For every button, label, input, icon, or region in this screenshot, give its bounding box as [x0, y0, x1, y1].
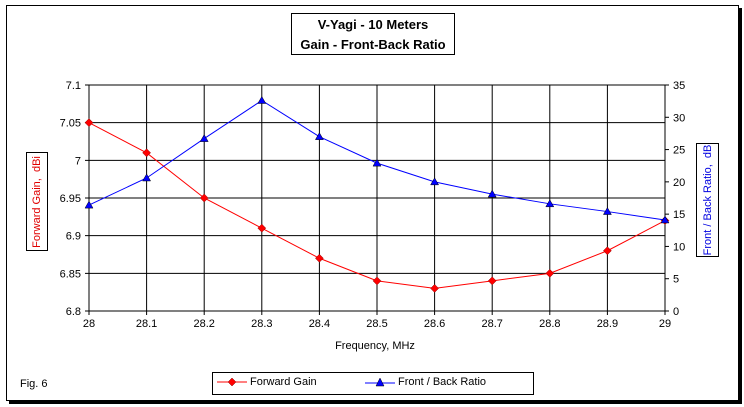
- data-point-forward-gain: [315, 253, 324, 263]
- data-point-front-back-ratio: [430, 177, 440, 186]
- y-tick-label-left: 7.1: [66, 80, 81, 92]
- y-tick-label-left: 6.9: [66, 231, 81, 243]
- x-tick-label: 28: [83, 318, 95, 330]
- x-tick-label: 28.7: [481, 318, 502, 330]
- x-tick-label: 28.6: [424, 318, 445, 330]
- y-tick-label-left: 7: [75, 155, 81, 167]
- y-tick-label-right: 0: [673, 306, 679, 318]
- y-tick-label-left: 6.95: [60, 193, 81, 205]
- data-point-forward-gain: [84, 118, 94, 128]
- x-tick-label: 28.4: [309, 318, 330, 330]
- y-tick-label-right: 15: [673, 209, 685, 221]
- data-point-forward-gain: [545, 268, 555, 278]
- data-point-forward-gain: [199, 193, 209, 203]
- data-point-front-back-ratio: [602, 207, 612, 215]
- y-tick-label-right: 5: [673, 274, 679, 286]
- data-point-front-back-ratio: [487, 189, 497, 198]
- y-tick-label-left: 6.85: [60, 268, 81, 280]
- legend-item-front-back-ratio: Front / Back Ratio: [365, 376, 486, 388]
- x-tick-label: 29: [659, 318, 671, 330]
- legend-marker-triangle-icon: [365, 377, 395, 387]
- y-tick-label-right: 10: [673, 241, 685, 253]
- data-point-front-back-ratio: [142, 173, 152, 182]
- y-tick-label-right: 30: [673, 112, 685, 124]
- y-axis-label-left: Forward Gain, dBi: [26, 152, 48, 251]
- data-point-front-back-ratio: [84, 200, 94, 209]
- x-tick-label: 28.9: [597, 318, 618, 330]
- data-point-forward-gain: [372, 276, 382, 286]
- data-point-front-back-ratio: [372, 158, 382, 167]
- legend-marker-diamond-icon: [217, 377, 247, 387]
- x-tick-label: 28.3: [251, 318, 272, 330]
- x-tick-label: 28.2: [193, 318, 214, 330]
- y-tick-label-right: 25: [673, 145, 685, 157]
- y-tick-label-left: 6.8: [66, 306, 81, 318]
- data-point-front-back-ratio: [545, 199, 555, 208]
- y-axis-label-right-text: Front / Back Ratio, dB: [701, 144, 714, 256]
- figure-label: Fig. 6: [20, 378, 48, 390]
- x-tick-label: 28.1: [136, 318, 157, 330]
- x-tick-label: 28.5: [366, 318, 387, 330]
- legend: Forward Gain Front / Back Ratio: [212, 372, 534, 395]
- y-tick-label-right: 20: [673, 177, 685, 189]
- y-tick-label-left: 7.05: [60, 118, 81, 130]
- data-point-forward-gain: [603, 246, 612, 256]
- legend-label: Forward Gain: [250, 376, 317, 388]
- y-tick-label-right: 35: [673, 80, 685, 92]
- data-point-front-back-ratio: [199, 134, 209, 142]
- data-point-front-back-ratio: [314, 132, 324, 140]
- y-axis-label-right: Front / Back Ratio, dB: [696, 143, 719, 257]
- x-axis-label: Frequency, MHz: [335, 340, 415, 352]
- chart-title: V-Yagi - 10 Meters: [317, 17, 429, 32]
- chart-title-box: V-Yagi - 10 Meters Gain - Front-Back Rat…: [291, 13, 455, 55]
- data-point-forward-gain: [430, 284, 439, 293]
- x-tick-label: 28.8: [539, 318, 560, 330]
- chart-frame: [6, 5, 739, 401]
- legend-label: Front / Back Ratio: [398, 376, 487, 388]
- data-point-forward-gain: [487, 276, 497, 286]
- data-point-forward-gain: [142, 148, 151, 158]
- chart-subtitle: Gain - Front-Back Ratio: [300, 37, 446, 52]
- data-point-front-back-ratio: [257, 95, 267, 104]
- data-point-front-back-ratio: [660, 215, 670, 224]
- y-axis-label-left-text: Forward Gain, dBi: [31, 155, 43, 248]
- data-point-forward-gain: [257, 223, 267, 233]
- legend-item-forward-gain: Forward Gain: [217, 376, 317, 388]
